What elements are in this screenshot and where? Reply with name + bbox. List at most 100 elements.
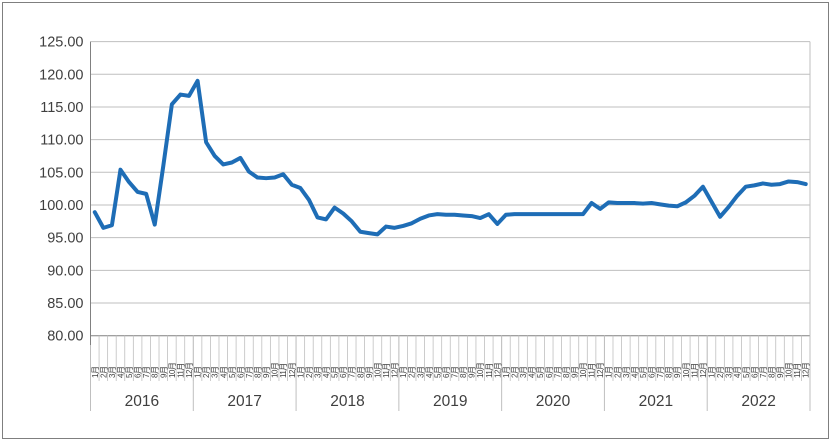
x-axis-month-label: 11月: [588, 363, 597, 378]
x-axis-month-label: 10月: [579, 363, 588, 378]
series-line: [92, 78, 808, 237]
x-axis-month-label: 12月: [288, 363, 297, 378]
x-axis-month-label: 1月: [399, 367, 408, 378]
y-axis-tick-label: 120.00: [39, 67, 83, 83]
y-axis-tick-label: 110.00: [40, 133, 83, 149]
x-axis-month-label: 1月: [605, 367, 614, 378]
x-axis-month-label: 7月: [245, 367, 254, 378]
x-axis-month-label: 5月: [228, 367, 237, 378]
x-axis-month-label: 7月: [451, 367, 460, 378]
x-axis-month-label: 2月: [99, 367, 108, 378]
x-axis-month-label: 1月: [194, 367, 203, 378]
x-axis-month-label: 8月: [151, 367, 160, 378]
x-axis-month-label: 12月: [802, 363, 811, 378]
y-axis-tick-label: 100.00: [39, 198, 83, 214]
x-axis-month-label: 7月: [348, 367, 357, 378]
x-axis-month-label: 9月: [262, 367, 271, 378]
x-axis-month-label: 2月: [716, 367, 725, 378]
x-axis-month-label: 1月: [708, 367, 717, 378]
x-axis-month-label: 10月: [682, 363, 691, 378]
x-axis-month-label: 8月: [254, 367, 263, 378]
x-axis-month-label: 9月: [673, 367, 682, 378]
x-axis-month-label: 8月: [768, 367, 777, 378]
x-axis-month-label: 4月: [219, 367, 228, 378]
x-axis-month-label: 12月: [699, 363, 708, 378]
y-axis-tick-label: 90.00: [47, 263, 83, 279]
y-axis-tick-label: 95.00: [47, 231, 83, 247]
x-axis-month-label: 10月: [168, 363, 177, 378]
x-axis-month-label: 9月: [159, 367, 168, 378]
x-axis-month-label: 1月: [91, 367, 100, 378]
y-axis-tick-label: 85.00: [47, 296, 83, 312]
x-axis-month-label: 5月: [536, 367, 545, 378]
x-axis-month-label: 6月: [339, 367, 348, 378]
x-axis-month-label: 5月: [331, 367, 340, 378]
x-axis-month-label: 7月: [553, 367, 562, 378]
x-axis-month-label: 2月: [613, 367, 622, 378]
x-axis-month-label: 7月: [656, 367, 665, 378]
x-axis-month-label: 4月: [630, 367, 639, 378]
x-axis-month-label: 7月: [759, 367, 768, 378]
x-axis-month-label: 9月: [776, 367, 785, 378]
x-axis-month-label: 5月: [433, 367, 442, 378]
x-axis-month-label: 11月: [176, 363, 185, 378]
x-axis-month-label: 11月: [690, 363, 699, 378]
x-axis-month-label: 7月: [142, 367, 151, 378]
x-axis-month-label: 5月: [742, 367, 751, 378]
x-axis-month-label: 2月: [305, 367, 314, 378]
x-axis-month-label: 12月: [391, 363, 400, 378]
x-axis-month-label: 10月: [271, 363, 280, 378]
y-axis-tick-label: 80.00: [47, 329, 83, 345]
x-axis-month-label: 11月: [279, 363, 288, 378]
x-axis-month-label: 9月: [365, 367, 374, 378]
x-axis-month-label: 3月: [314, 367, 323, 378]
y-axis-tick-label: 105.00: [39, 165, 83, 181]
x-axis-year-label: 2016: [125, 393, 159, 410]
x-axis-month-label: 10月: [373, 363, 382, 378]
x-axis-month-label: 3月: [416, 367, 425, 378]
x-axis-year-label: 2018: [330, 393, 364, 410]
x-axis-month-label: 9月: [468, 367, 477, 378]
x-axis-month-label: 3月: [519, 367, 528, 378]
x-axis-month-label: 8月: [356, 367, 365, 378]
y-axis-tick-label: 125.00: [39, 35, 83, 51]
x-axis-month-label: 1月: [296, 367, 305, 378]
x-axis-month-label: 6月: [545, 367, 554, 378]
x-axis-month-label: 10月: [785, 363, 794, 378]
x-axis-year-label: 2020: [536, 393, 571, 410]
x-axis-year-label: 2017: [227, 393, 261, 410]
x-axis-month-label: 12月: [596, 363, 605, 378]
x-axis-month-label: 2月: [511, 367, 520, 378]
x-axis-month-label: 3月: [108, 367, 117, 378]
x-axis-month-label: 8月: [665, 367, 674, 378]
x-axis-month-label: 4月: [117, 367, 126, 378]
x-axis-month-label: 1月: [502, 367, 511, 378]
x-axis-month-label: 5月: [639, 367, 648, 378]
x-axis-month-label: 11月: [485, 363, 494, 378]
x-axis-month-label: 11月: [382, 363, 391, 378]
x-axis-month-label: 6月: [648, 367, 657, 378]
x-axis-month-label: 4月: [733, 367, 742, 378]
x-axis-month-label: 6月: [134, 367, 143, 378]
x-axis-month-label: 11月: [793, 363, 802, 378]
x-axis-month-label: 6月: [750, 367, 759, 378]
x-axis-month-label: 5月: [125, 367, 134, 378]
x-axis-year-label: 2021: [639, 393, 673, 410]
x-axis-month-label: 8月: [562, 367, 571, 378]
x-axis-month-label: 2月: [408, 367, 417, 378]
x-axis-month-label: 3月: [622, 367, 631, 378]
x-axis-month-label: 12月: [185, 363, 194, 378]
x-axis-month-label: 4月: [528, 367, 537, 378]
x-axis-year-label: 2022: [741, 393, 775, 410]
x-axis-month-label: 3月: [725, 367, 734, 378]
x-axis-year-label: 2019: [433, 393, 467, 410]
x-axis-month-label: 8月: [459, 367, 468, 378]
x-axis-month-label: 10月: [476, 363, 485, 378]
x-axis-month-label: 6月: [236, 367, 245, 378]
y-axis-tick-label: 115.00: [40, 100, 83, 116]
x-axis-month-label: 9月: [570, 367, 579, 378]
x-axis-month-label: 4月: [425, 367, 434, 378]
x-axis-month-label: 3月: [211, 367, 220, 378]
